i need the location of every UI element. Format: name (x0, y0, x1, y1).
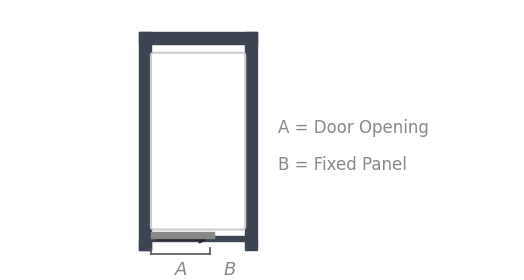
Text: B: B (224, 261, 236, 279)
Text: A: A (174, 261, 187, 279)
Bar (245, 241, 257, 250)
Text: B = Fixed Panel: B = Fixed Panel (278, 156, 407, 174)
Bar (139, 32, 257, 44)
Bar (139, 241, 151, 250)
Bar (245, 32, 257, 242)
Bar (139, 32, 151, 250)
Text: A = Door Opening: A = Door Opening (278, 119, 429, 137)
Bar (151, 232, 214, 238)
FancyBboxPatch shape (151, 53, 245, 230)
Bar (151, 236, 246, 241)
